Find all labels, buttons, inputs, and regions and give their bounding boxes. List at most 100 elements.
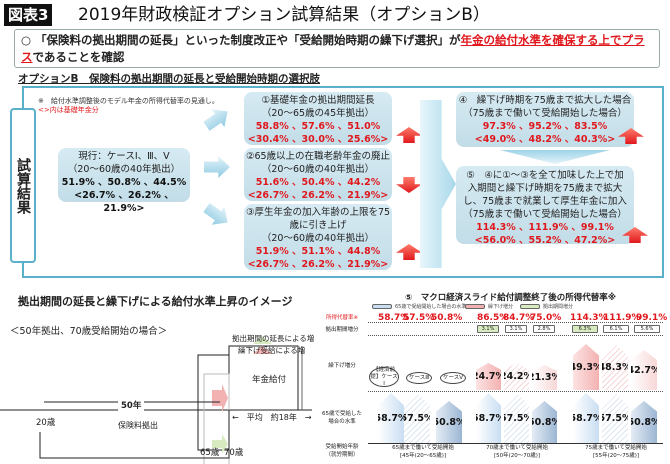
rate-value: 114.3% bbox=[570, 313, 608, 323]
extension-value: 6.1% bbox=[603, 325, 629, 333]
scenario-title: ⑤ ④に①〜③を全て加味した上で加入期間と繰下げ時期を75歳まで拡大し、75歳ま… bbox=[463, 170, 627, 207]
scenario-sub: （75歳まで働いて受給開始した場合） bbox=[463, 209, 627, 220]
age-20-label: 20歳 bbox=[36, 418, 56, 428]
row-label-extension: 拠出期間増分 bbox=[325, 327, 359, 333]
bar-deferral: 49.3% bbox=[573, 344, 599, 390]
scenario-sub: （20〜60歳の40年拠出） bbox=[261, 233, 375, 244]
scenario-rates: 114.3% 、111.9% 、99.1% bbox=[476, 222, 614, 233]
rate-value: 50.8% bbox=[431, 313, 463, 323]
bullet-icon: ○ bbox=[21, 33, 32, 47]
option-b-title: オプションB 保険料の拠出期間の延長と受給開始時期の選択肢 bbox=[18, 73, 321, 85]
bar-deferral: 24.2% bbox=[504, 363, 529, 390]
scenario-rates: 51.6% 、50.4% 、44.2% bbox=[255, 177, 381, 188]
deferral-increase-label: 繰下げ受給による増 bbox=[238, 346, 306, 355]
extension-value: 2.8% bbox=[533, 325, 555, 333]
summary-text: 「保険料の拠出期間の延長」といった制度改正や「受給開始時期の繰下げ選択」が bbox=[35, 33, 461, 47]
image-section-title: 拠出期間の延長と繰下げによる給付水準上昇のイメージ bbox=[18, 295, 293, 308]
scenario-title: ①基礎年金の拠出期間延長 bbox=[261, 95, 375, 106]
bar-base: 58.7% bbox=[378, 393, 404, 443]
page-title: 2019年財政検証オプション試算結果（オプションB） bbox=[78, 5, 490, 25]
bar-base: 57.5% bbox=[504, 393, 529, 443]
rate-value: 99.1% bbox=[636, 313, 668, 323]
bar-base: 50.8% bbox=[532, 401, 557, 443]
rate-value: 86.5% bbox=[477, 313, 509, 323]
age-70-label: 70歳 bbox=[224, 448, 244, 458]
rate-value: 75.0% bbox=[530, 313, 562, 323]
arrow-right-icon bbox=[204, 156, 230, 178]
note: ※ 給付水準調整後のモデル年金の所得代替率の見通し。 bbox=[38, 97, 219, 105]
current-title: 現行：ケースⅠ、Ⅲ、Ⅴ bbox=[78, 151, 170, 162]
scenario-title: ④ 繰下げ時期を75歳まで拡大した場合 bbox=[458, 95, 632, 106]
scenario-4-box: ④ 繰下げ時期を75歳まで拡大した場合 （75歳まで働いて受給開始した場合） 9… bbox=[456, 92, 634, 147]
scenario-basic: <30.4% 、30.0% 、25.6%> bbox=[247, 134, 389, 145]
scenario-rates: 97.3% 、95.2% 、83.5% bbox=[482, 121, 608, 132]
bar-deferral: 48.3% bbox=[602, 344, 628, 390]
extension-value: 3.1% bbox=[477, 325, 499, 333]
scenario-sub: （75歳まで働いて受給開始した場合） bbox=[463, 108, 627, 119]
divider bbox=[368, 335, 663, 336]
image-section-subtitle: ＜50年拠出、70歳受給開始の場合＞ bbox=[10, 326, 168, 337]
scenario-title: ②65歳以上の在職老齢年金の廃止 bbox=[245, 151, 391, 162]
figure-tag: 図表3 bbox=[4, 4, 53, 26]
scenario-title: ③厚生年金の加入年齢の上限を75歳に引き上げ bbox=[245, 207, 391, 231]
case-bubble: ケースⅤ bbox=[440, 372, 466, 384]
current-basic: <26.7% 、26.2% 、21.9%> bbox=[74, 190, 174, 214]
divider bbox=[368, 322, 663, 323]
case-bubble: 【経済前提】ケースⅠ bbox=[369, 366, 399, 387]
extension-value: 3.1% bbox=[505, 325, 527, 333]
current-rates: 51.9% 、50.8% 、44.5% bbox=[61, 177, 187, 188]
group-label: 65歳まで働いて受給開始 [45年(20〜65歳)] bbox=[392, 445, 454, 459]
age-65-label: 65歳 bbox=[200, 448, 220, 458]
bar-base: 57.5% bbox=[602, 393, 628, 443]
bar-base: 57.5% bbox=[404, 393, 430, 443]
row-label-rate: 所得代替率※ bbox=[325, 315, 359, 321]
scenario-sub: （20〜60歳の40年拠出） bbox=[261, 164, 375, 175]
divider bbox=[368, 391, 663, 392]
contribution-diagram bbox=[0, 336, 312, 464]
bar-base: 58.7% bbox=[573, 393, 599, 443]
group-label: 75歳まで働いて受給開始 [55年(20〜75歳)] bbox=[585, 445, 647, 459]
bar-base: 50.8% bbox=[631, 401, 657, 443]
current-box: 現行：ケースⅠ、Ⅲ、Ⅴ （20〜60歳の40年拠出） 51.9% 、50.8% … bbox=[58, 148, 190, 214]
rate-value: 111.9% bbox=[603, 313, 641, 323]
summary-highlight: 年金の給付水準を確保する上でプラス bbox=[21, 33, 645, 64]
row-label-base: 65歳で受給した場合の水準 bbox=[322, 411, 362, 425]
side-label: 試算結果 bbox=[10, 108, 36, 263]
scenario-sub: （20〜65歳の45年拠出） bbox=[261, 108, 375, 119]
bar-deferral: 21.3% bbox=[532, 365, 557, 390]
summary-box: ○ 「保険料の拠出期間の延長」といった制度改正や「受給開始時期の繰下げ選択」が年… bbox=[14, 29, 660, 68]
scenario-rates: 51.9% 、51.1% 、44.8% bbox=[255, 246, 381, 257]
scenario-3-box: ③厚生年金の加入年齢の上限を75歳に引き上げ （20〜60歳の40年拠出） 51… bbox=[244, 204, 392, 270]
bar-deferral: 24.7% bbox=[476, 363, 501, 390]
summary-text-end: であることを確認 bbox=[32, 50, 125, 64]
scenario-basic: <56.0% 、55.2% 、47.2%> bbox=[474, 235, 616, 246]
rate-value: 84.7% bbox=[503, 313, 535, 323]
scenario-basic: <26.7% 、26.2% 、21.9%> bbox=[247, 259, 389, 270]
rate-value: 57.5% bbox=[403, 313, 435, 323]
scenario-2-box: ②65歳以上の在職老齢年金の廃止 （20〜60歳の40年拠出） 51.6% 、5… bbox=[244, 148, 392, 201]
average-label: ← 平均 約18年 → bbox=[232, 413, 312, 422]
premium-label: 保険料拠出 bbox=[118, 421, 158, 430]
current-sub: （20〜60歳の40年拠出） bbox=[67, 164, 181, 175]
rate-value: 58.7% bbox=[378, 313, 410, 323]
bar-deferral: 42.7% bbox=[631, 350, 657, 390]
scenario-rates: 58.8% 、57.6% 、51.0% bbox=[255, 121, 381, 132]
chart-title: ⑤ マクロ経済スライド給付調整終了後の所得代替率※ bbox=[405, 293, 616, 303]
case-bubble: ケースⅢ bbox=[406, 372, 432, 384]
extension-increase-label: 拠出期間の延長による増 bbox=[232, 334, 315, 343]
legend-deferral: 繰下げ増分 bbox=[465, 303, 513, 310]
extension-value: 5.6% bbox=[634, 325, 660, 333]
chart-baseline bbox=[368, 443, 663, 444]
note-red: <>内は基礎年金分 bbox=[38, 106, 99, 114]
legend-base: 65歳で受給開始した場合の水準 bbox=[372, 303, 466, 310]
legend-extension: 拠出期間増分 bbox=[520, 303, 573, 310]
row-label-start-age: 受給開始年齢（就労期間） bbox=[325, 444, 359, 458]
scenario-1-box: ①基礎年金の拠出期間延長 （20〜65歳の45年拠出） 58.8% 、57.6%… bbox=[244, 92, 392, 145]
bar-base: 58.7% bbox=[476, 393, 501, 443]
bar-base: 50.8% bbox=[436, 401, 462, 443]
extension-value: 6.3% bbox=[572, 325, 598, 333]
scenario-basic: <49.0% 、48.2% 、40.3%> bbox=[474, 134, 616, 145]
row-label-deferral: 繰下げ増分 bbox=[328, 363, 356, 369]
group-label: 70歳まで働いて受給開始 [50年(20〜70歳)] bbox=[486, 445, 548, 459]
scenario-5-box: ⑤ ④に①〜③を全て加味した上で加入期間と繰下げ時期を75歳まで拡大し、75歳ま… bbox=[456, 166, 634, 246]
